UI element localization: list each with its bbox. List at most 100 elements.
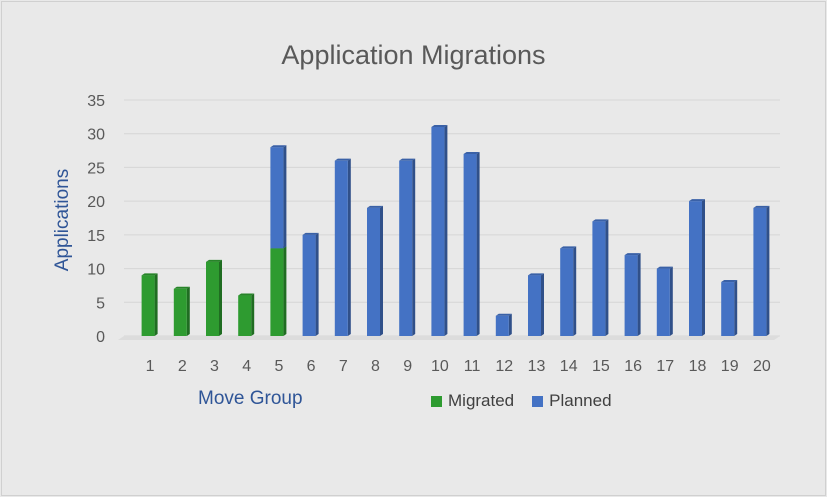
x-tick-label: 12 [495, 358, 513, 375]
bar-side [251, 293, 255, 336]
bar-planned [753, 207, 767, 336]
bar-planned [495, 315, 509, 336]
bar-planned [399, 160, 413, 336]
bar-planned [302, 234, 316, 336]
bar-top [463, 151, 480, 154]
x-tick-label: 17 [656, 358, 674, 375]
bar-planned [270, 147, 284, 249]
x-tick-label: 18 [689, 358, 707, 375]
bar-top [721, 280, 738, 283]
x-tick-label: 13 [528, 358, 546, 375]
x-axis-label: Move Group [198, 388, 303, 409]
bar-side [573, 246, 577, 336]
bar-top [528, 273, 544, 276]
legend-item-migrated: Migrated [431, 391, 514, 411]
bar-planned [721, 282, 735, 336]
x-tick-label: 8 [371, 358, 380, 375]
legend-item-planned: Planned [532, 391, 612, 411]
x-tick-label: 15 [592, 358, 610, 375]
bar-side [669, 266, 673, 336]
x-tick-label: 2 [178, 358, 187, 375]
bar-planned [528, 275, 541, 336]
bar-side [283, 246, 287, 336]
bar-top [495, 313, 512, 316]
bar-top [173, 286, 190, 289]
x-tick-label: 3 [210, 358, 219, 375]
bar-side [702, 199, 705, 336]
legend-swatch-planned [532, 395, 544, 407]
x-tick-label: 11 [464, 358, 481, 375]
legend-swatch-migrated [431, 395, 442, 407]
bar-migrated [173, 288, 187, 336]
x-tick-label: 16 [624, 358, 642, 375]
y-tick-label: 10 [87, 262, 105, 279]
x-tick-label: 6 [307, 358, 316, 375]
chart-title: Application Migrations [281, 40, 546, 70]
bar-side [154, 273, 158, 336]
bar-migrated [141, 275, 155, 336]
bar-migrated [238, 295, 252, 336]
x-tick-label: 5 [274, 358, 283, 375]
bar-top [592, 219, 609, 222]
bar-top [656, 266, 673, 269]
bar-top [689, 199, 705, 202]
y-tick-label: 5 [96, 295, 105, 312]
bar-planned [592, 221, 606, 336]
bar-planned [367, 207, 380, 336]
legend-label-planned: Planned [549, 391, 612, 410]
bar-side [219, 259, 222, 336]
chart-floor [118, 336, 780, 340]
legend-label-migrated: Migrated [448, 391, 515, 410]
bar-top [367, 205, 383, 208]
bar-side [380, 205, 383, 336]
bar-top [753, 205, 770, 208]
bar-migrated [270, 248, 284, 336]
bar-planned [463, 153, 477, 336]
bar-side [637, 253, 641, 336]
y-tick-label: 25 [87, 160, 105, 177]
bar-top [206, 259, 222, 262]
y-tick-label: 35 [87, 93, 105, 110]
bar-side [412, 158, 416, 336]
bar-migrated [206, 261, 219, 336]
x-tick-label: 19 [721, 358, 739, 375]
bar-side [541, 273, 544, 336]
bar-top [560, 246, 577, 249]
x-tick-label: 1 [146, 358, 155, 375]
bar-side [508, 313, 512, 336]
legend: Migrated Planned [431, 391, 630, 411]
x-tick-label: 14 [560, 358, 578, 375]
y-tick-label: 15 [87, 228, 105, 245]
y-tick-label: 20 [87, 194, 105, 211]
bar-side [734, 280, 738, 336]
bar-side [315, 232, 319, 336]
x-tick-label: 9 [403, 358, 412, 375]
bar-top [334, 158, 351, 161]
bar-top [624, 253, 641, 256]
x-tick-label: 7 [339, 358, 348, 375]
bar-side [186, 286, 190, 336]
bar-top [399, 158, 416, 161]
bar-planned [689, 201, 702, 336]
bar-planned [624, 255, 638, 336]
bar-side [347, 158, 351, 336]
bar-side [605, 219, 609, 336]
bar-planned [560, 248, 574, 336]
bar-planned [656, 268, 670, 336]
bar-side [444, 124, 448, 336]
bar-side [283, 145, 287, 249]
bar-side [766, 205, 770, 336]
bar-top [141, 273, 158, 276]
bar-planned [431, 126, 445, 336]
x-tick-label: 20 [753, 358, 771, 375]
bar-top [238, 293, 255, 296]
x-tick-label: 10 [431, 358, 449, 375]
bar-top [270, 145, 287, 148]
bar-planned [334, 160, 348, 336]
y-tick-label: 30 [87, 127, 105, 144]
bar-top [431, 124, 448, 127]
x-tick-label: 4 [242, 358, 251, 375]
